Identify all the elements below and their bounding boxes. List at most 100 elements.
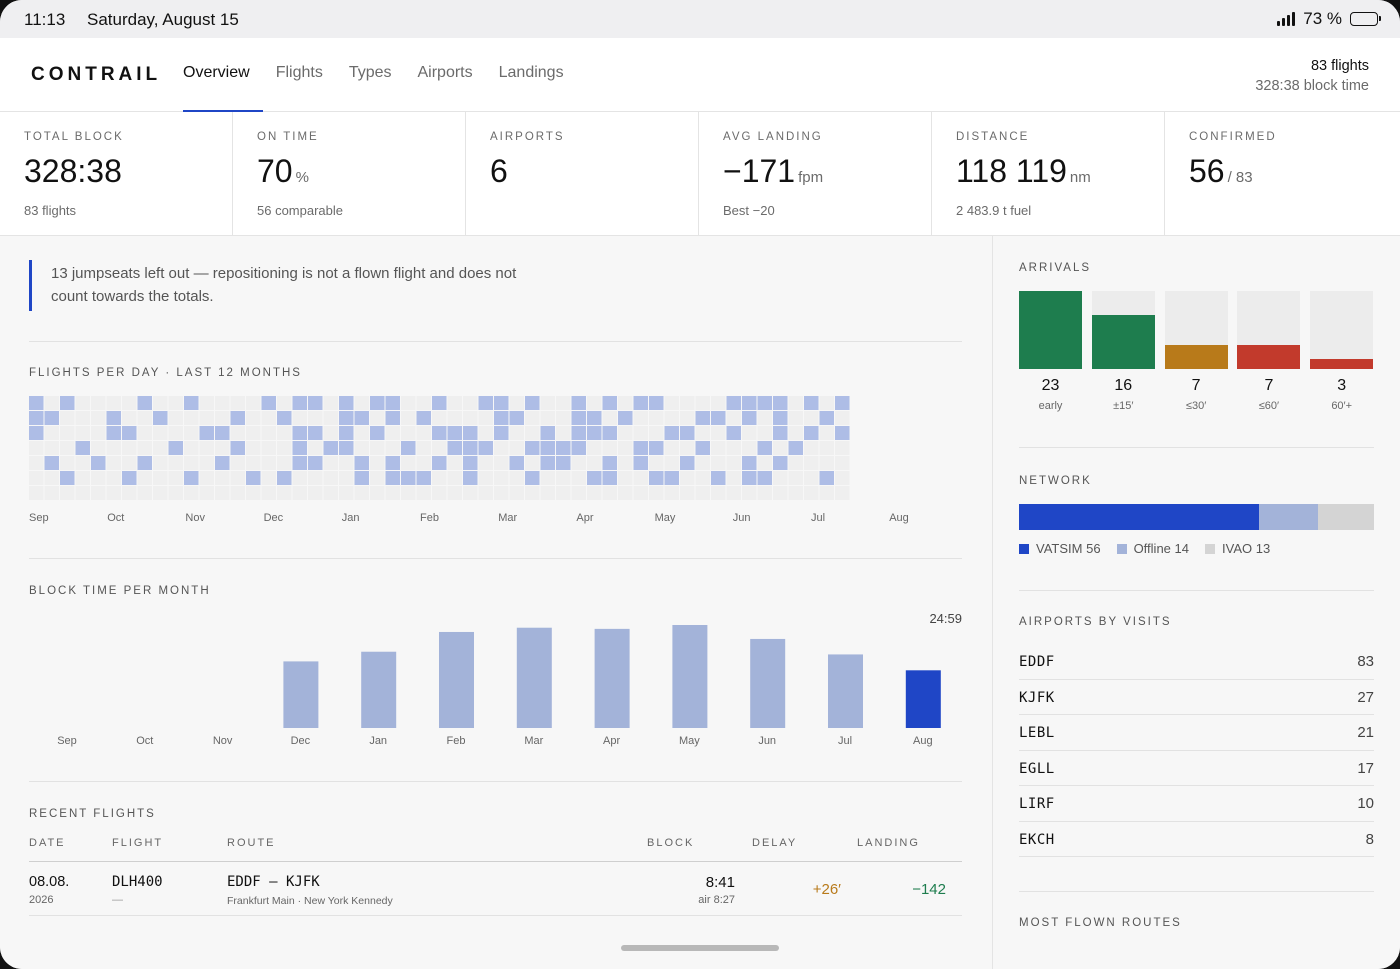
- arrival-bucket[interactable]: 16 ±15′: [1091, 291, 1155, 412]
- brand-logo[interactable]: CONTRAIL: [31, 64, 162, 85]
- tab-types[interactable]: Types: [348, 64, 392, 81]
- heatmap-cell-active: [819, 411, 834, 425]
- heatmap-cell: [370, 456, 385, 470]
- arrival-count: 7: [1191, 377, 1201, 394]
- divider: [29, 781, 962, 782]
- heatmap-cell: [277, 396, 292, 410]
- heatmap-cell-active: [416, 471, 431, 485]
- airport-row-lebl[interactable]: LEBL 21: [1019, 715, 1374, 751]
- heatmap-cell: [509, 486, 524, 500]
- heatmap-cell: [416, 456, 431, 470]
- tab-landings[interactable]: Landings: [498, 64, 564, 81]
- tab-airports[interactable]: Airports: [417, 64, 473, 81]
- heatmap-cell: [804, 471, 819, 485]
- airport-row-eddf[interactable]: EDDF 83: [1019, 644, 1374, 680]
- heatmap-cell: [633, 486, 648, 500]
- heatmap-cell: [184, 486, 199, 500]
- heatmap-cell-active: [432, 396, 447, 410]
- flight-delay: +26′: [812, 881, 841, 898]
- airport-row-kjfk[interactable]: KJFK 27: [1019, 680, 1374, 715]
- tab-overview[interactable]: Overview: [170, 38, 263, 113]
- heatmap-cell: [835, 471, 850, 485]
- block-bar[interactable]: [672, 625, 708, 728]
- arrival-bucket[interactable]: 7 ≤60′: [1237, 291, 1301, 412]
- block-bar[interactable]: [439, 631, 474, 728]
- heatmap-cell-active: [323, 441, 338, 455]
- column-header-flight[interactable]: FLIGHT: [112, 837, 164, 849]
- stat-sub: 83 flights: [24, 203, 77, 218]
- arrival-bucket[interactable]: 7 ≤30′: [1164, 291, 1228, 412]
- arrival-count: 16: [1114, 377, 1133, 394]
- arrival-bucket[interactable]: 23 early: [1019, 291, 1082, 412]
- heatmap-cell-active: [106, 426, 121, 440]
- heatmap-cell: [463, 396, 478, 410]
- heatmap-cell: [401, 396, 416, 410]
- heatmap-cell: [168, 426, 183, 440]
- heatmap-cell: [184, 456, 199, 470]
- heatmap-cell: [447, 486, 462, 500]
- heatmap-cell: [447, 411, 462, 425]
- heatmap-cell: [91, 441, 106, 455]
- heatmap-cell: [540, 396, 555, 410]
- heatmap-cell: [91, 426, 106, 440]
- heatmap-cell: [153, 456, 168, 470]
- airport-row-egll[interactable]: EGLL 17: [1019, 751, 1374, 786]
- heatmap-cell-active: [757, 471, 772, 485]
- block-bar[interactable]: [361, 651, 397, 728]
- heatmap-cell: [91, 471, 106, 485]
- stat-value-row: 70%: [257, 153, 465, 189]
- block-bar[interactable]: [828, 654, 863, 728]
- heatmap-cell: [199, 486, 214, 500]
- heatmap-cell: [571, 486, 586, 500]
- block-bar[interactable]: [516, 627, 552, 728]
- heatmap-cell: [835, 411, 850, 425]
- block-bar[interactable]: [905, 670, 941, 728]
- heatmap-cell: [726, 486, 741, 500]
- block-bar[interactable]: [594, 628, 630, 728]
- heatmap-cell: [416, 396, 431, 410]
- heatmap-cell: [246, 441, 261, 455]
- network-segment-offline[interactable]: [1258, 504, 1319, 530]
- heatmap-cell-active: [509, 411, 524, 425]
- home-indicator[interactable]: [621, 945, 779, 951]
- column-header-block[interactable]: BLOCK: [647, 837, 695, 849]
- heatmap-cell-active: [680, 426, 695, 440]
- heatmap-cell: [726, 456, 741, 470]
- heatmap-cell-active: [602, 456, 617, 470]
- column-header-route[interactable]: ROUTE: [227, 837, 276, 849]
- network-segment-vatsim[interactable]: [1019, 504, 1259, 530]
- heatmap-cell: [29, 441, 44, 455]
- heatmap-cell: [711, 456, 726, 470]
- legend-name: Offline: [1133, 541, 1171, 556]
- heatmap-cell: [153, 396, 168, 410]
- column-header-delay[interactable]: DELAY: [752, 837, 798, 849]
- column-header-date[interactable]: DATE: [29, 837, 66, 849]
- heatmap-cell: [618, 456, 633, 470]
- tab-flights[interactable]: Flights: [275, 64, 323, 81]
- airport-row-ekch[interactable]: EKCH 8: [1019, 822, 1374, 857]
- arrival-bucket[interactable]: 3 60′+: [1310, 291, 1374, 412]
- heatmap-cell: [664, 396, 679, 410]
- heatmap-cell: [773, 471, 788, 485]
- heatmap-cell: [649, 456, 664, 470]
- heatmap-cell: [60, 456, 75, 470]
- heatmap-cell: [60, 486, 75, 500]
- legend-name: VATSIM: [1036, 541, 1083, 556]
- heatmap-cell: [447, 456, 462, 470]
- heatmap-cell-active: [44, 411, 59, 425]
- heatmap-cell: [261, 441, 276, 455]
- routes-title: MOST FLOWN ROUTES: [1019, 917, 1182, 929]
- airport-visit-count: 8: [1365, 830, 1374, 848]
- heatmap-cell-active: [556, 456, 571, 470]
- block-bar[interactable]: [283, 661, 319, 728]
- column-header-landing[interactable]: LANDING: [857, 837, 920, 849]
- flight-air-time: air 8:27: [698, 894, 735, 906]
- block-bar[interactable]: [750, 638, 786, 728]
- heatmap-cell: [168, 396, 183, 410]
- heatmap-cell: [556, 411, 571, 425]
- stat-sub: 56 comparable: [257, 203, 343, 218]
- network-segment-ivao[interactable]: [1318, 504, 1374, 530]
- airport-row-lirf[interactable]: LIRF 10: [1019, 786, 1374, 822]
- airport-visit-count: 10: [1357, 795, 1374, 812]
- heatmap-cell: [835, 456, 850, 470]
